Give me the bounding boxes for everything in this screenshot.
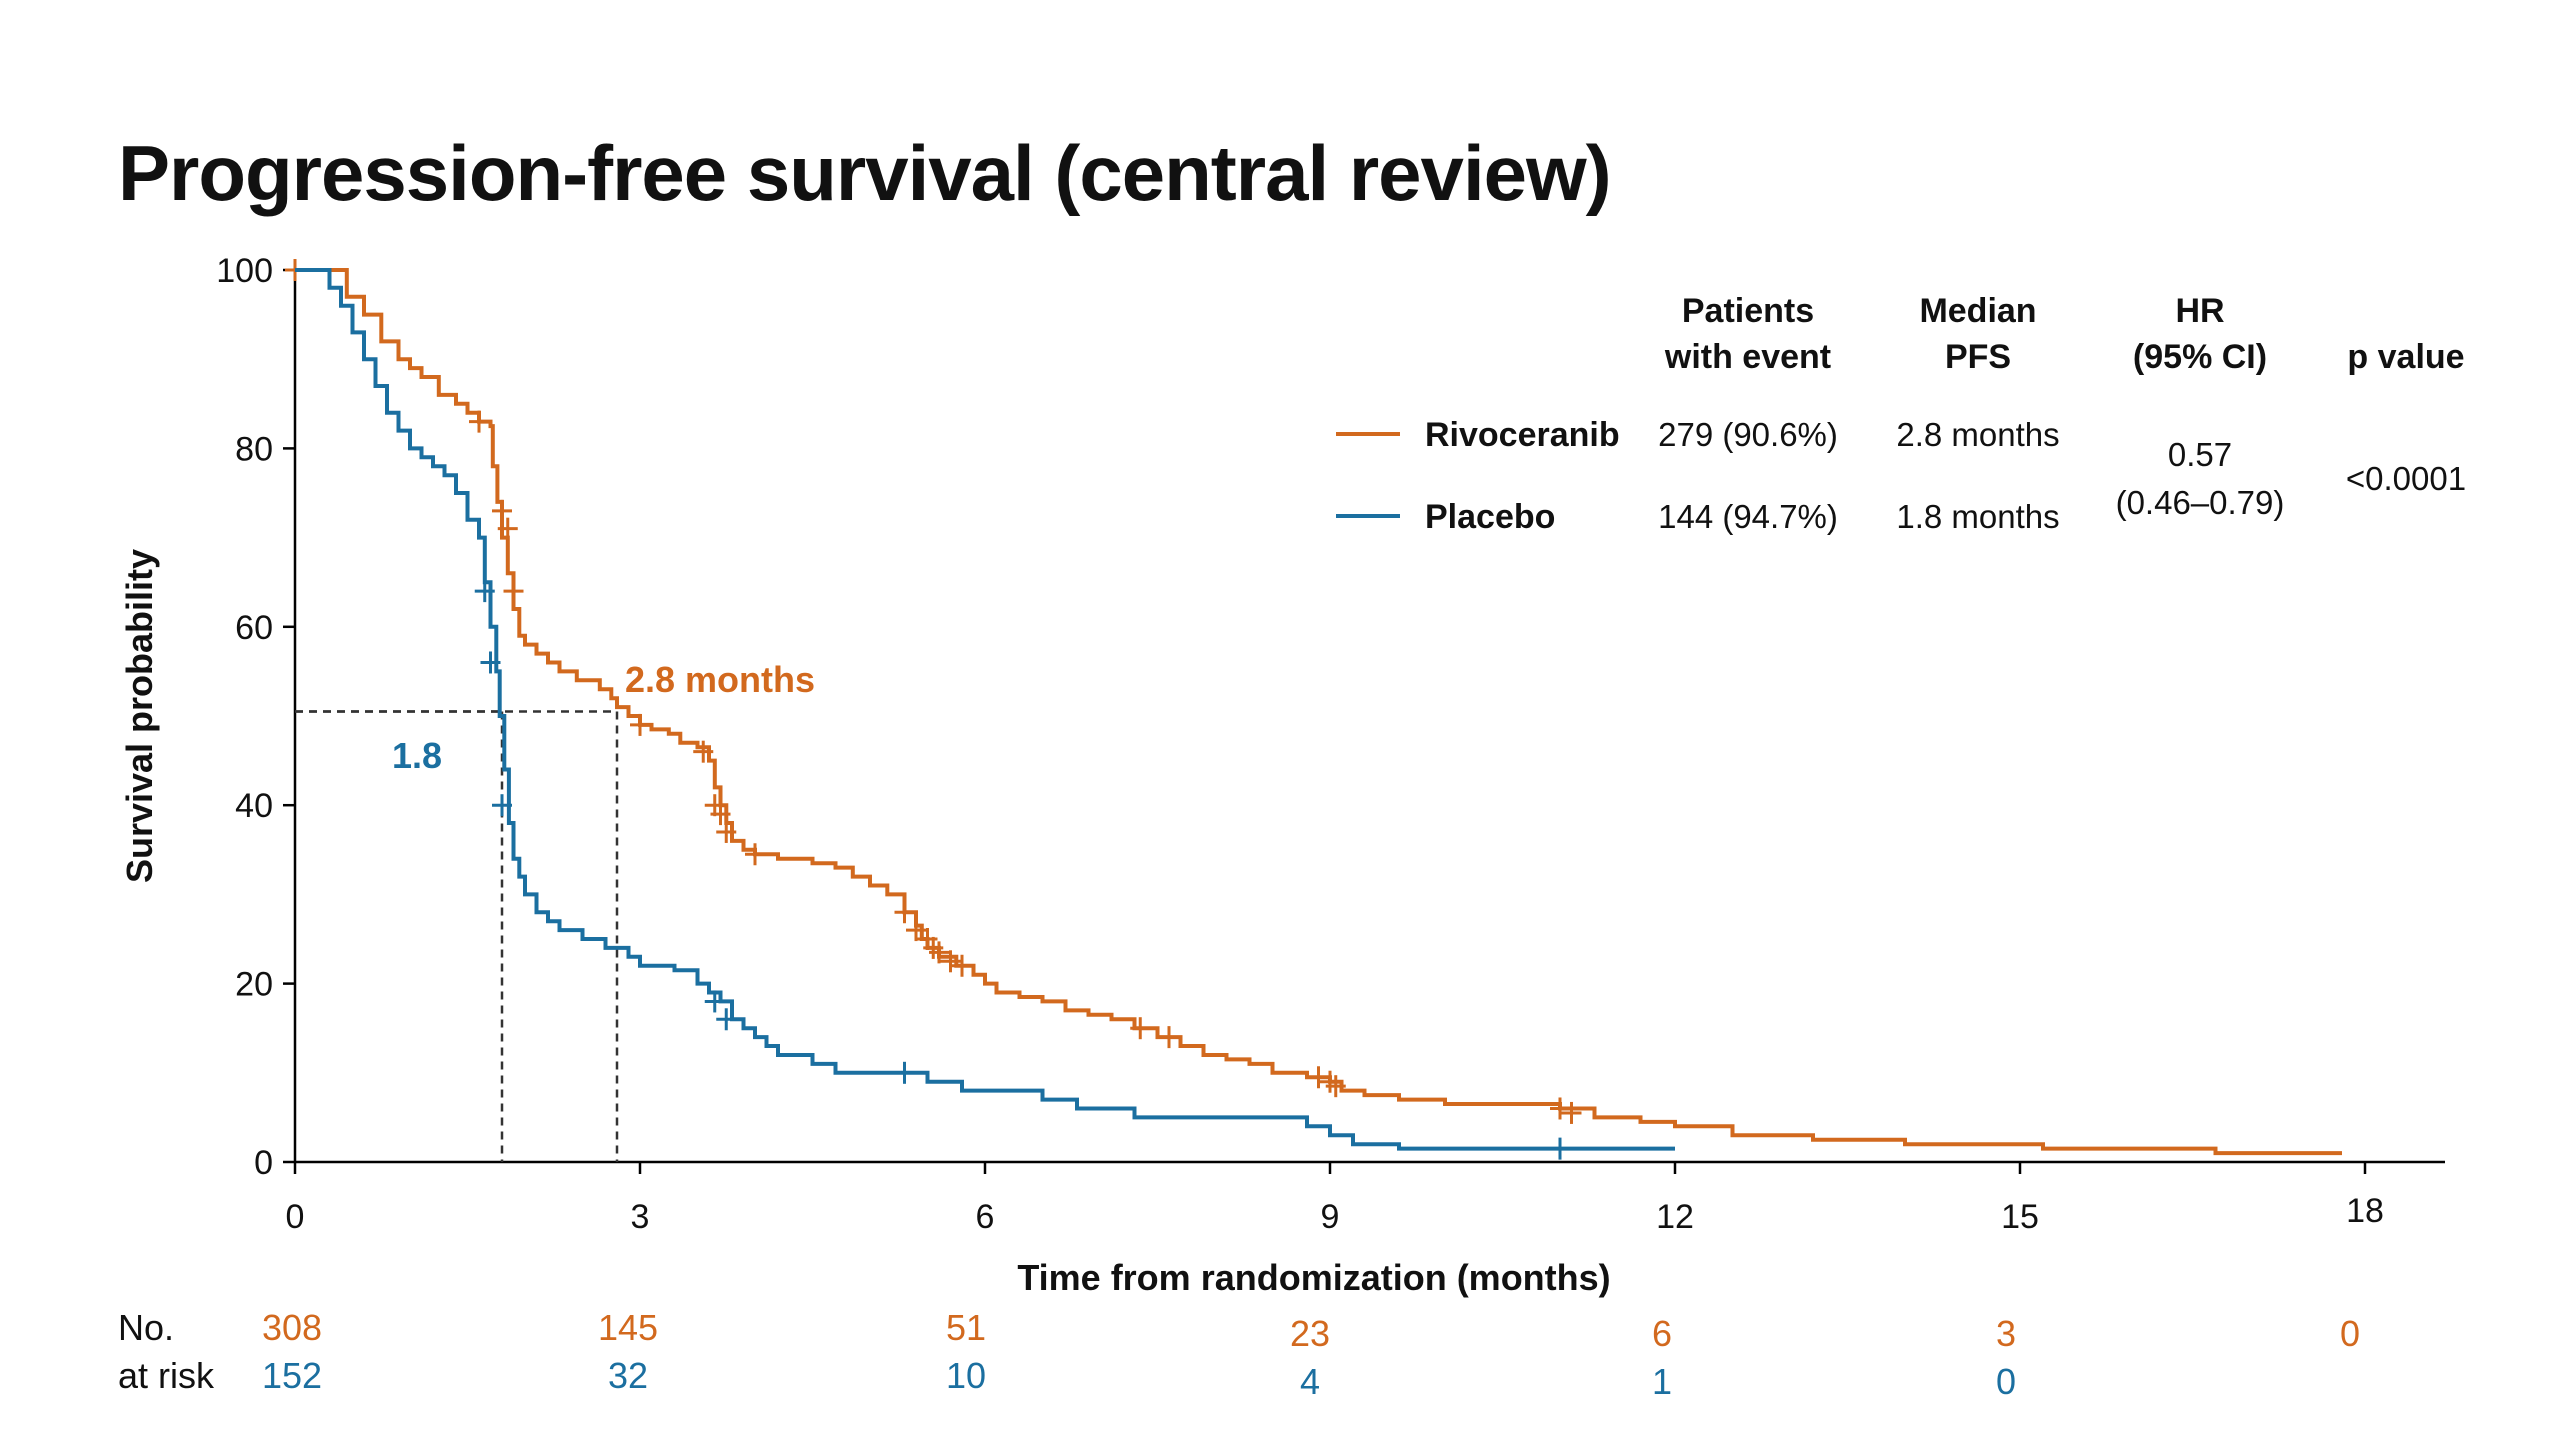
chart-title: Progression-free survival (central revie… bbox=[118, 129, 1612, 217]
median-lines: 1.8 2.8 months bbox=[295, 659, 815, 1162]
p-value: <0.0001 bbox=[2346, 460, 2466, 497]
censor-mark bbox=[929, 941, 949, 964]
censor-mark bbox=[716, 820, 737, 843]
censor-mark bbox=[940, 950, 961, 973]
y-axis-label: Survival probability bbox=[119, 549, 160, 883]
censor-mark bbox=[710, 803, 731, 826]
x-tick-label: 0 bbox=[286, 1198, 305, 1236]
censor-mark bbox=[745, 843, 765, 866]
x-tick-label: 12 bbox=[1656, 1198, 1694, 1236]
censor-mark bbox=[1325, 1075, 1346, 1098]
at-risk-rivoceranib: 51 bbox=[946, 1307, 986, 1348]
y-tick-label: 80 bbox=[235, 430, 273, 468]
censor-mark bbox=[716, 1008, 737, 1031]
censor-mark bbox=[480, 651, 501, 674]
at-risk-placebo: 0 bbox=[1996, 1361, 2016, 1402]
x-tick-label: 9 bbox=[1321, 1198, 1340, 1236]
legend-label: Rivoceranib bbox=[1425, 416, 1620, 454]
at-risk-label: No. bbox=[118, 1307, 174, 1348]
censor-mark bbox=[894, 901, 915, 924]
table-header: Median bbox=[1919, 292, 2036, 330]
y-tick-label: 40 bbox=[235, 787, 273, 825]
at-risk-rivoceranib: 0 bbox=[2340, 1313, 2360, 1354]
median-label-rivoceranib: 2.8 months bbox=[625, 659, 815, 700]
censor-mark bbox=[497, 517, 518, 540]
at-risk-rivoceranib: 3 bbox=[1996, 1313, 2016, 1354]
events-value: 279 (90.6%) bbox=[1658, 416, 1838, 453]
table-header: HR bbox=[2175, 292, 2224, 330]
y-tick-label: 0 bbox=[254, 1144, 273, 1182]
censor-mark bbox=[894, 1061, 915, 1084]
censor-mark bbox=[630, 713, 650, 736]
censor-mark bbox=[1550, 1137, 1570, 1160]
series-line-placebo bbox=[295, 268, 1675, 1151]
at-risk-placebo: 152 bbox=[262, 1355, 322, 1396]
hr-value: 0.57 bbox=[2168, 436, 2232, 473]
table-header: PFS bbox=[1945, 338, 2011, 376]
censor-mark bbox=[1159, 1026, 1179, 1049]
at-risk-rivoceranib: 6 bbox=[1652, 1313, 1672, 1354]
hr-ci-value: (0.46–0.79) bbox=[2116, 484, 2285, 521]
x-tick-label: 18 bbox=[2346, 1192, 2384, 1230]
at-risk-placebo: 4 bbox=[1300, 1361, 1320, 1402]
y-tick-label: 100 bbox=[216, 252, 273, 290]
table-header: p value bbox=[2347, 338, 2464, 376]
x-tick-label: 15 bbox=[2001, 1198, 2039, 1236]
x-tick-label: 3 bbox=[631, 1198, 650, 1236]
censor-mark bbox=[492, 794, 512, 817]
median-value: 1.8 months bbox=[1896, 498, 2059, 535]
censor-mark bbox=[474, 580, 495, 603]
censor-mark bbox=[503, 580, 524, 603]
censor-mark bbox=[693, 740, 714, 763]
at-risk-rivoceranib: 23 bbox=[1290, 1313, 1330, 1354]
at-risk-rivoceranib: 145 bbox=[598, 1307, 658, 1348]
censor-mark bbox=[469, 410, 489, 433]
y-tick-label: 20 bbox=[235, 966, 273, 1004]
censor-mark bbox=[952, 954, 972, 977]
censor-mark bbox=[906, 919, 926, 942]
censor-mark bbox=[704, 990, 725, 1013]
censor-mark bbox=[492, 499, 512, 522]
x-axis-label: Time from randomization (months) bbox=[1017, 1257, 1610, 1298]
x-tick-label: 6 bbox=[976, 1198, 995, 1236]
censor-mark bbox=[1308, 1066, 1329, 1089]
censor-mark bbox=[1561, 1101, 1582, 1124]
axes: 0 20 40 60 80 100 0 3 6 9 12 15 18 Time from randomiz… bbox=[119, 252, 2445, 1298]
censor-mark bbox=[1550, 1097, 1570, 1120]
table-header: with event bbox=[1664, 338, 1831, 376]
censor-mark bbox=[1130, 1017, 1151, 1040]
median-value: 2.8 months bbox=[1896, 416, 2059, 453]
series-group bbox=[285, 259, 2342, 1160]
events-value: 144 (94.7%) bbox=[1658, 498, 1838, 535]
at-risk-placebo: 1 bbox=[1652, 1361, 1672, 1402]
table-header: Patients bbox=[1682, 292, 1814, 330]
legend-table: Patients with event Median PFS HR (95% CI) p v… bbox=[1336, 292, 2466, 536]
table-header: (95% CI) bbox=[2133, 338, 2267, 376]
legend-label: Placebo bbox=[1425, 498, 1555, 536]
at-risk-placebo: 32 bbox=[608, 1355, 648, 1396]
at-risk-rivoceranib: 308 bbox=[262, 1307, 322, 1348]
median-label-placebo: 1.8 bbox=[392, 735, 442, 776]
at-risk-label: at risk bbox=[118, 1355, 215, 1396]
at-risk-placebo: 10 bbox=[946, 1355, 986, 1396]
y-tick-label: 60 bbox=[235, 609, 273, 647]
series-line-rivoceranib bbox=[295, 268, 2342, 1156]
